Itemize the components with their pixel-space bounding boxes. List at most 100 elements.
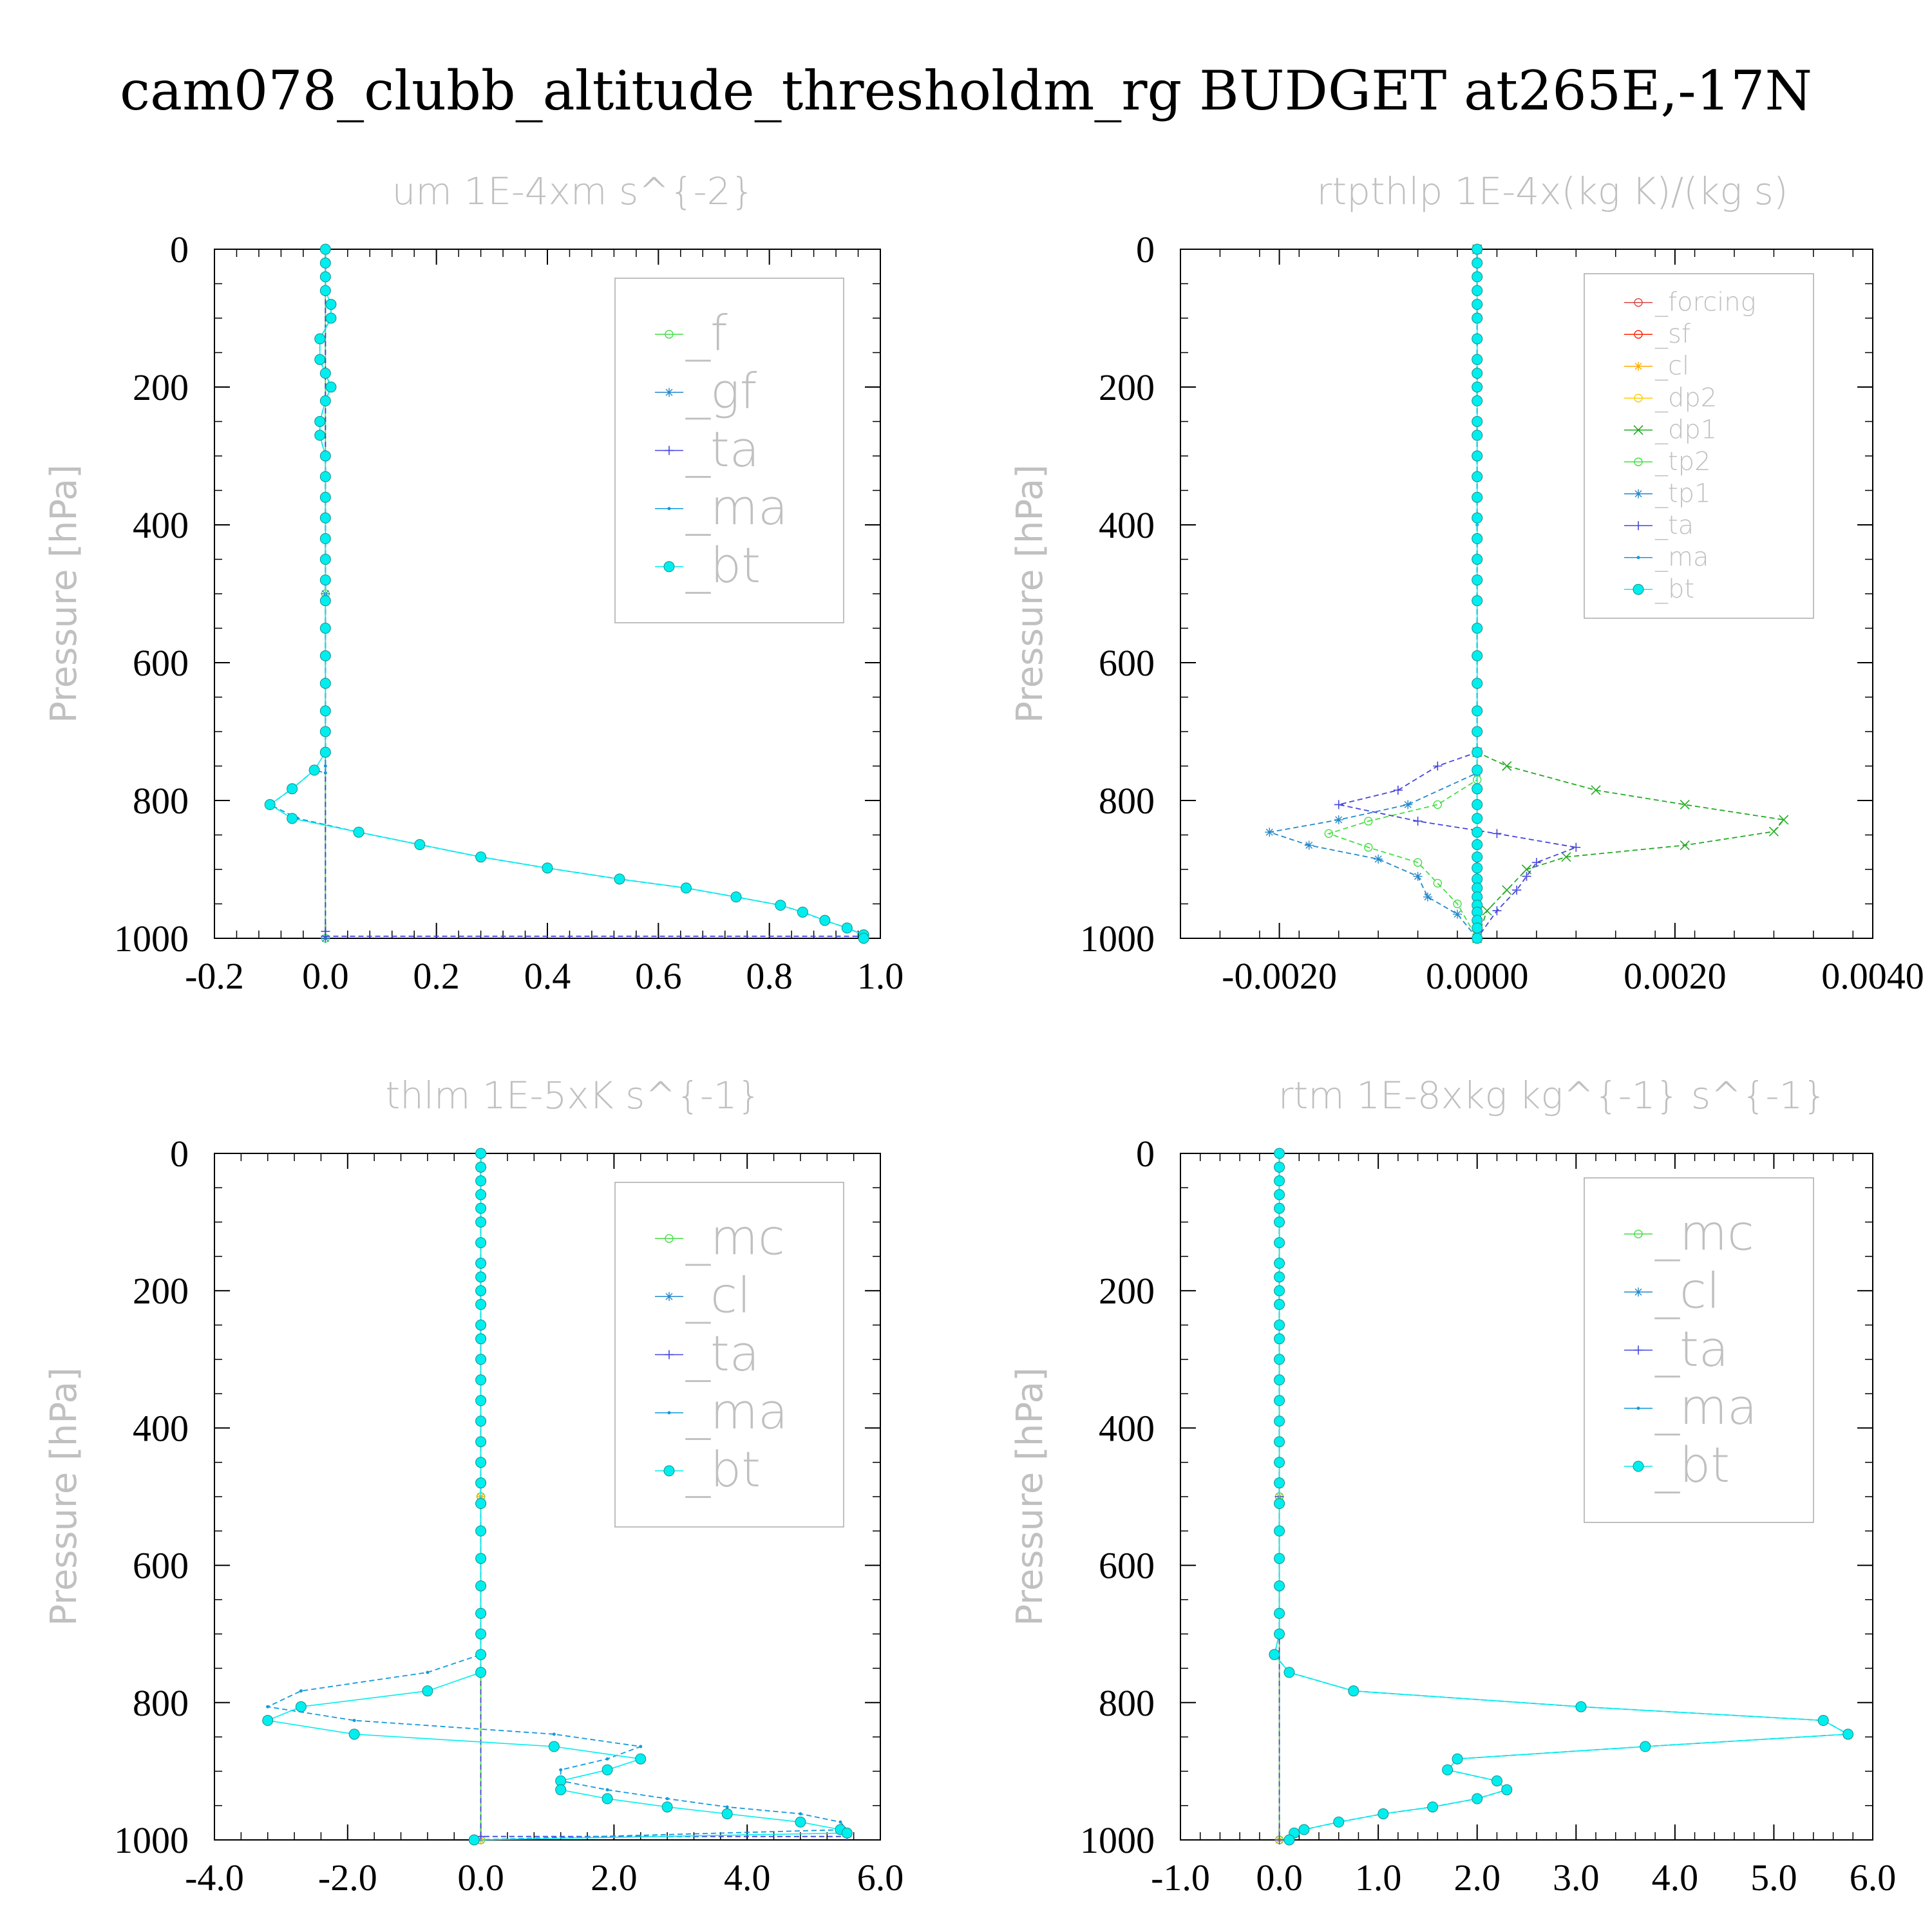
data-point [559, 1768, 563, 1772]
data-point [1304, 840, 1314, 850]
data-point [1472, 430, 1483, 441]
legend-label: _mc [685, 1208, 785, 1265]
data-point [1680, 840, 1690, 851]
data-point [475, 1202, 487, 1214]
x-tick-label: 0.2 [413, 955, 460, 997]
data-point [475, 1457, 487, 1468]
series-line [1269, 249, 1478, 939]
data-point [1633, 425, 1643, 435]
data-point [414, 838, 426, 850]
data-point [475, 1374, 487, 1386]
data-point [319, 533, 331, 544]
data-point [1274, 1580, 1285, 1592]
data-point [799, 1812, 802, 1815]
legend-label: _bt [685, 1441, 761, 1498]
series-line [325, 249, 864, 937]
x-tick-label: -0.2 [185, 955, 244, 997]
x-tick-label: 1.0 [1355, 1857, 1402, 1899]
legend-box [614, 278, 844, 623]
data-point [1472, 813, 1483, 824]
data-point [819, 914, 831, 926]
data-point [841, 922, 853, 934]
data-point [1634, 521, 1643, 531]
data-point [1393, 785, 1403, 795]
data-point [1492, 906, 1502, 916]
data-point [1472, 838, 1483, 850]
data-point [1472, 450, 1483, 462]
chart-panel-2: rtpthlp 1E-4x(kg K)/(kg s) Pressure [hPa]… [1009, 169, 1924, 997]
data-point [468, 1834, 480, 1846]
data-point [314, 430, 326, 441]
data-point [775, 900, 786, 911]
panel-title: um 1E-4xm s^{-2} [392, 169, 755, 213]
legend-label: _cl [685, 1267, 751, 1324]
data-point [838, 1820, 842, 1824]
data-point [1472, 471, 1483, 482]
data-point [287, 783, 298, 795]
data-point [1640, 1741, 1651, 1752]
y-tick-label: 0 [1136, 1133, 1155, 1175]
data-point [663, 561, 675, 573]
legend-label: _tp1 [1654, 479, 1711, 509]
data-point [1274, 1175, 1285, 1187]
data-point [1492, 829, 1502, 838]
data-point [1274, 1477, 1285, 1489]
data-point [1274, 1148, 1285, 1159]
series-ta [1334, 245, 1581, 943]
data-point [1274, 1258, 1285, 1269]
data-point [319, 623, 331, 634]
data-point [475, 1436, 487, 1448]
y-tick-label: 600 [133, 642, 189, 684]
series-bt [1269, 1148, 1854, 1846]
data-point [1472, 285, 1483, 296]
data-point [1522, 871, 1531, 881]
data-point [1472, 512, 1483, 524]
data-point [555, 1784, 567, 1795]
data-point [299, 1689, 303, 1693]
data-point [1274, 1299, 1285, 1311]
data-point [1636, 556, 1640, 560]
y-axis-label: Pressure [hPa] [1009, 1367, 1051, 1626]
y-tick-label: 800 [1099, 780, 1155, 822]
data-point [1512, 886, 1522, 895]
legend: _mc_cl_ta_ma_bt [614, 1182, 844, 1528]
series-tp2 [1324, 245, 1482, 943]
data-point [1274, 1189, 1285, 1200]
data-point [295, 1701, 307, 1712]
data-point [1634, 1345, 1643, 1355]
data-point [319, 257, 331, 269]
data-point [663, 1465, 675, 1477]
series-bt [1472, 243, 1483, 944]
data-point [1324, 829, 1334, 838]
data-point [1472, 368, 1483, 379]
y-tick-label: 800 [1099, 1682, 1155, 1724]
data-point [639, 1745, 643, 1748]
data-point [1472, 395, 1483, 406]
data-point [266, 1705, 270, 1709]
data-point [1453, 909, 1462, 919]
data-point [1413, 871, 1423, 881]
data-point [1491, 1775, 1502, 1786]
data-point [605, 1757, 609, 1761]
x-tick-label: 0.4 [524, 955, 571, 997]
data-point [475, 1217, 487, 1228]
data-point [475, 1553, 487, 1564]
data-point [1472, 574, 1483, 586]
data-point [1472, 764, 1483, 776]
data-point [1274, 1333, 1285, 1345]
legend-label: _mc [1654, 1204, 1754, 1261]
y-axis-label: Pressure [hPa] [1009, 464, 1051, 723]
data-point [475, 1628, 487, 1640]
data-point [1472, 623, 1483, 634]
x-tick-label: 0.0 [457, 1857, 504, 1899]
x-tick-label: -1.0 [1151, 1857, 1210, 1899]
y-tick-label: 400 [133, 1407, 189, 1449]
data-point [475, 1525, 487, 1537]
series-bt [264, 243, 869, 944]
y-axis-label: Pressure [hPa] [43, 464, 85, 723]
data-point [1634, 361, 1643, 371]
data-point [548, 1741, 560, 1752]
legend-label: _sf [1654, 319, 1690, 349]
legend-label: _dp1 [1654, 415, 1717, 445]
legend: _forcing_sf _cl_dp2_dp1_tp2_tp1_ta _ma_bt [1584, 273, 1814, 619]
